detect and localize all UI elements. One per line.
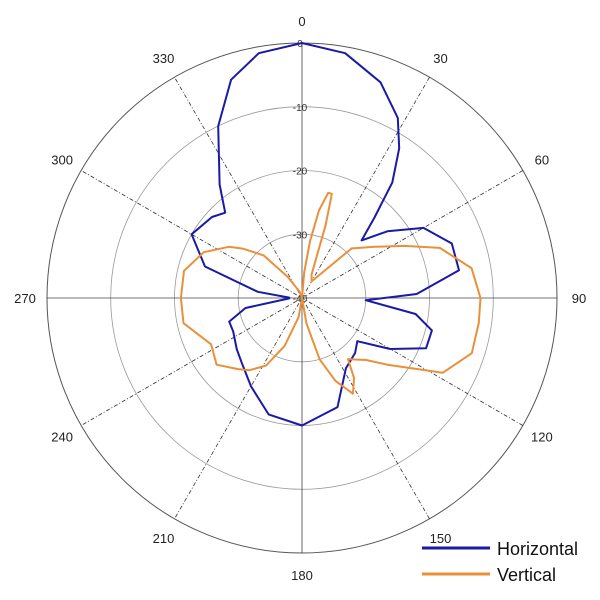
legend-label-horizontal: Horizontal [497, 539, 578, 559]
angle-tick-label: 330 [153, 51, 175, 66]
series-layer [179, 42, 482, 427]
radial-tick-label: -30 [293, 230, 308, 241]
series-line-vertical [179, 191, 482, 395]
angle-tick-label: 180 [291, 568, 313, 583]
angle-tick-label: 270 [14, 291, 36, 306]
angle-tick-label: 60 [535, 153, 549, 168]
radial-tick-label: 0 [297, 39, 303, 50]
legend-label-vertical: Vertical [497, 565, 556, 585]
angle-tick-label: 0 [298, 14, 305, 29]
angle-tick-labels: 0 30 60 90 120 150 180 210 240 270 300 330 [14, 14, 586, 583]
angle-tick-label: 210 [153, 531, 175, 546]
angle-tick-label: 120 [531, 430, 553, 445]
angle-tick-label: 30 [433, 51, 447, 66]
angle-tick-label: 150 [430, 531, 452, 546]
radial-tick-label: -20 [293, 167, 308, 178]
angle-tick-label: 240 [51, 430, 73, 445]
angle-tick-label: 300 [51, 153, 73, 168]
series-line-horizontal [190, 42, 460, 427]
legend: Horizontal Vertical [422, 539, 578, 585]
radial-tick-labels: 0 -10 -20 -30 -40 [293, 39, 308, 305]
radial-tick-label: -10 [293, 103, 308, 114]
radial-tick-label: -40 [293, 294, 308, 305]
angle-tick-label: 90 [572, 291, 586, 306]
